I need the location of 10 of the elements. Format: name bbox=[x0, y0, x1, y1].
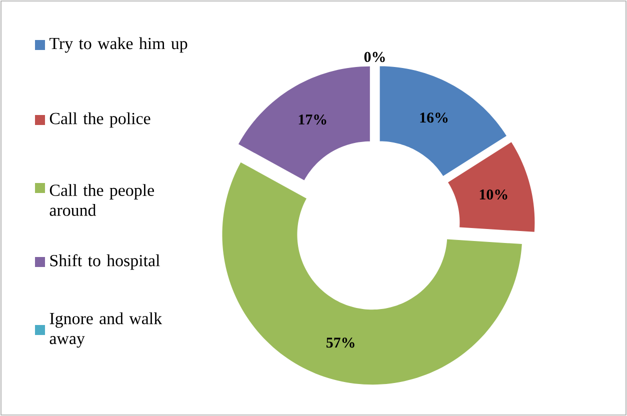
legend-label: Call the people around bbox=[50, 184, 154, 216]
text: 0% bbox=[364, 52, 385, 62]
data-label: 16% bbox=[420, 112, 448, 123]
legend-label: Shift to hospital bbox=[50, 254, 160, 270]
legend-label: Call the police bbox=[50, 112, 150, 128]
data-label: 17% bbox=[298, 114, 326, 125]
data-label: 10% bbox=[480, 189, 508, 200]
data-label: 57% bbox=[326, 338, 354, 348]
legend-label: Try to wake him up bbox=[50, 37, 188, 53]
legend-label: Ignore and walk away bbox=[50, 312, 162, 348]
